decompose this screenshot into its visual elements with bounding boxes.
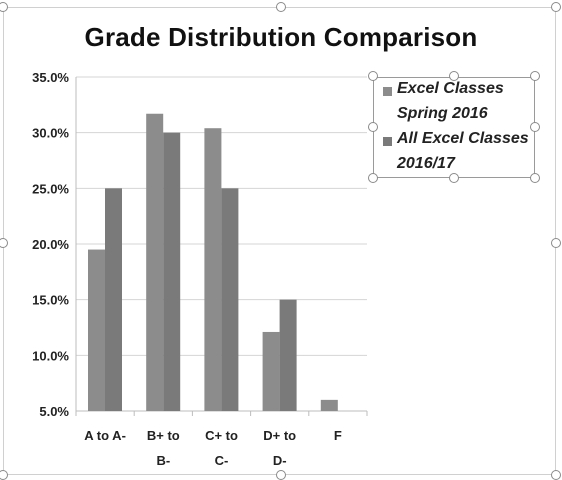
y-tick-label: 20.0% [32, 237, 69, 252]
x-tick-label: F [334, 428, 342, 443]
legend-label-series-2-line-2: 2016/17 [397, 155, 455, 172]
bar-series-2-4 [279, 299, 297, 411]
bar-series-1-2 [146, 113, 164, 412]
y-tick-label: 10.0% [32, 348, 69, 363]
bar-series-1-1 [88, 249, 105, 411]
legend-label-series-2-line-1: All Excel Classes [397, 130, 529, 147]
bar-series-1-4 [262, 331, 280, 411]
legend-resize-handle-top-center[interactable] [449, 71, 459, 81]
legend-resize-handle-top-right[interactable] [530, 71, 540, 81]
bar-series-2-3 [221, 188, 239, 411]
y-tick-label: 30.0% [32, 126, 69, 141]
legend-resize-handle-bottom-right[interactable] [530, 173, 540, 183]
legend-swatch-series-2 [383, 137, 392, 146]
y-tick-label: 5.0% [39, 404, 69, 419]
bar-series-2-2 [163, 132, 181, 411]
y-tick-label: 25.0% [32, 181, 69, 196]
legend[interactable]: Excel Classes Spring 2016 All Excel Clas… [373, 77, 535, 178]
x-tick-label: B- [156, 453, 170, 468]
x-tick-label: B+ to [147, 428, 180, 443]
x-tick-label: C- [215, 453, 229, 468]
chart-resize-handle-top-left[interactable] [0, 2, 8, 12]
legend-label-series-1-line-1: Excel Classes [397, 80, 504, 97]
chart-resize-handle-middle-right[interactable] [551, 238, 561, 248]
chart-title[interactable]: Grade Distribution Comparison [84, 22, 478, 52]
x-tick-label: C+ to [205, 428, 238, 443]
chart-resize-handle-middle-left[interactable] [0, 238, 8, 248]
x-tick-label: D- [273, 453, 287, 468]
x-tick-label: A to A- [84, 428, 126, 443]
y-tick-label: 15.0% [32, 293, 69, 308]
chart-resize-handle-top-right[interactable] [551, 2, 561, 12]
chart-resize-handle-top-center[interactable] [276, 2, 286, 12]
legend-resize-handle-middle-left[interactable] [368, 122, 378, 132]
x-tick-label: D+ to [263, 428, 296, 443]
legend-resize-handle-middle-right[interactable] [530, 122, 540, 132]
legend-resize-handle-bottom-center[interactable] [449, 173, 459, 183]
y-tick-label: 35.0% [32, 70, 69, 85]
legend-label-series-1-line-2: Spring 2016 [397, 105, 488, 122]
bar-series-2-1 [105, 188, 122, 411]
legend-resize-handle-bottom-left[interactable] [368, 173, 378, 183]
bar-series-1-5 [320, 399, 338, 411]
legend-swatch-series-1 [383, 87, 392, 96]
legend-resize-handle-top-left[interactable] [368, 71, 378, 81]
bar-series-1-3 [204, 128, 222, 412]
